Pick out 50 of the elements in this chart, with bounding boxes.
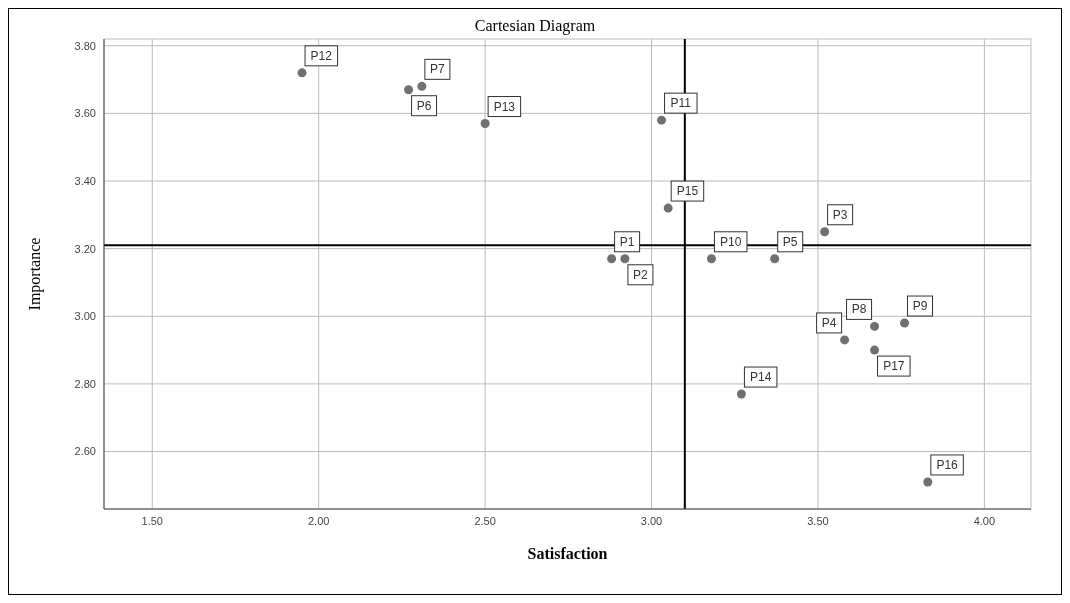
point: [404, 85, 414, 95]
x-tick-label: 3.00: [640, 514, 663, 527]
y-tick-label: 3.80: [74, 39, 96, 52]
annotation: P4: [821, 315, 837, 330]
annotation: P10: [720, 234, 742, 249]
point: [706, 254, 716, 264]
point: [480, 119, 490, 129]
annotation: P1: [619, 234, 635, 249]
annotation: P2: [633, 267, 649, 282]
annotation: P9: [912, 299, 928, 314]
point: [923, 477, 933, 487]
point: [900, 318, 910, 328]
point: [657, 115, 667, 125]
annotation: P17: [883, 359, 905, 374]
annotation: P15: [676, 184, 699, 199]
annotation: P13: [493, 99, 516, 114]
y-tick-label: 2.60: [74, 445, 96, 458]
point: [417, 81, 427, 91]
y-tick-label: 3.40: [74, 174, 96, 187]
x-axis-title: Satisfaction: [527, 545, 608, 562]
y-tick-label: 3.20: [74, 242, 96, 255]
y-tick-label: 3.60: [74, 107, 96, 120]
point: [770, 254, 780, 264]
point: [870, 321, 880, 331]
x-tick-label: 1.50: [141, 514, 163, 527]
y-axis-title: Importance: [25, 237, 44, 311]
x-tick-label: 3.50: [807, 514, 829, 527]
annotation: P5: [782, 234, 798, 249]
y-tick-label: 2.80: [74, 377, 96, 390]
x-tick-label: 2.50: [474, 514, 496, 527]
annotation: P8: [851, 302, 867, 317]
point: [663, 203, 673, 213]
y-tick-label: 3.00: [74, 310, 96, 323]
annotation: P3: [832, 207, 848, 222]
annotation: P16: [936, 457, 959, 472]
annotation: P6: [416, 98, 432, 113]
point: [736, 389, 746, 399]
annotation: P14: [749, 370, 772, 385]
x-tick-label: 2.00: [307, 514, 330, 527]
point: [840, 335, 850, 345]
point: [297, 68, 307, 78]
annotation: P7: [430, 62, 446, 77]
point: [607, 254, 617, 264]
point: [820, 227, 830, 237]
annotation: P11: [670, 96, 692, 111]
annotation: P12: [310, 48, 333, 63]
x-tick-label: 4.00: [973, 514, 996, 527]
chart-title: Cartesian Diagram: [434, 17, 636, 34]
point: [620, 254, 630, 264]
point: [870, 345, 880, 355]
